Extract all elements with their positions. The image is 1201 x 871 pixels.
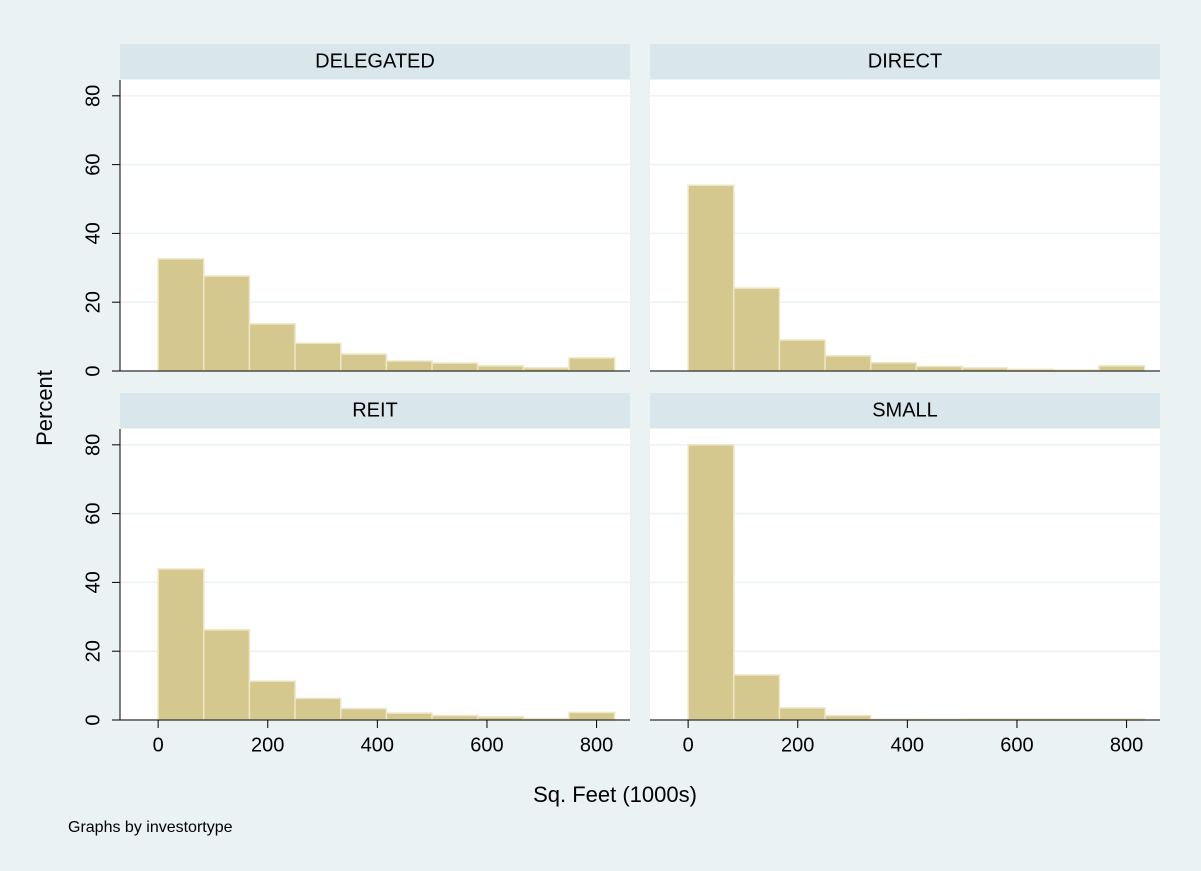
x-tick-label: 400	[891, 734, 924, 756]
bar	[687, 184, 735, 372]
bar	[294, 697, 342, 721]
bar	[687, 444, 735, 721]
y-tick-label: 80	[82, 434, 104, 456]
bar	[339, 707, 388, 721]
x-tick-label: 400	[361, 734, 394, 756]
bar	[339, 353, 388, 372]
bar	[248, 323, 296, 372]
x-tick-label: 800	[1110, 734, 1143, 756]
panel-title: REIT	[352, 399, 398, 421]
y-tick-label: 60	[82, 502, 104, 524]
x-tick-label: 600	[1000, 734, 1033, 756]
y-tick-label: 40	[82, 222, 104, 244]
bar	[431, 362, 479, 372]
plot-area	[650, 429, 1160, 720]
panel-header	[120, 393, 630, 428]
bar	[824, 355, 872, 372]
bar	[157, 568, 205, 721]
note: Graphs by investortype	[68, 819, 233, 836]
y-tick-label: 20	[82, 291, 104, 313]
x-tick-label: 200	[251, 734, 284, 756]
panel-title: DIRECT	[868, 50, 942, 72]
y-tick-label: 60	[82, 153, 104, 175]
bar	[568, 357, 616, 372]
panel-header	[120, 44, 630, 79]
x-tick-label: 600	[470, 734, 503, 756]
bar	[385, 712, 433, 721]
bar	[1098, 365, 1146, 372]
y-tick-label: 0	[82, 714, 104, 725]
y-axis-label: Percent	[32, 370, 57, 446]
panel-title: DELEGATED	[315, 50, 435, 72]
bar	[476, 365, 525, 372]
bar	[915, 365, 963, 372]
y-tick-label: 20	[82, 640, 104, 662]
bar	[294, 342, 342, 372]
x-tick-label: 200	[781, 734, 814, 756]
bar	[778, 707, 826, 721]
panel-header	[650, 44, 1160, 79]
y-tick-label: 0	[82, 365, 104, 376]
x-tick-label: 0	[153, 734, 164, 756]
panel-title: SMALL	[872, 399, 938, 421]
bar	[431, 714, 479, 721]
x-axis-label: Sq. Feet (1000s)	[533, 782, 697, 807]
bar	[568, 711, 616, 721]
bar	[203, 629, 251, 721]
bar	[248, 680, 296, 721]
bar	[733, 674, 781, 721]
bar	[824, 714, 872, 721]
bar	[203, 275, 251, 372]
y-tick-label: 40	[82, 571, 104, 593]
bar	[778, 339, 826, 372]
bar	[385, 360, 433, 372]
x-tick-label: 800	[580, 734, 613, 756]
bar	[157, 258, 205, 372]
panel-header	[650, 393, 1160, 428]
x-tick-label: 0	[683, 734, 694, 756]
y-tick-label: 80	[82, 85, 104, 107]
bar	[869, 361, 918, 372]
bar	[733, 287, 781, 372]
